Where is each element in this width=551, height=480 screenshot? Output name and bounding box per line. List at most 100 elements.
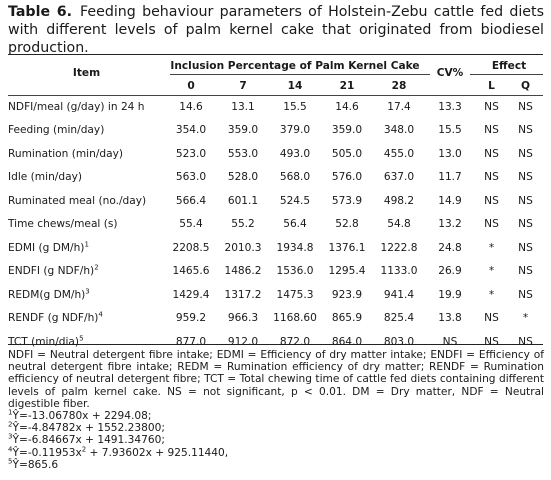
table-cell: NS (484, 335, 499, 348)
table-cell: NS (518, 194, 533, 207)
table-cell: 912.0 (227, 335, 259, 348)
row-label: TCT (min/dia)5 (8, 334, 84, 348)
table-cell: NS (442, 335, 458, 348)
table-cell: 11.7 (438, 171, 462, 184)
table-row: REDM(g DM/h)3 1429.4 1317.2 1475.3 923.9 941.… (8, 283, 543, 307)
table-cell: 528.0 (227, 171, 259, 184)
table-cell: 1475.3 (276, 288, 314, 301)
table-cell: 1429.4 (172, 288, 210, 301)
level-header: 0 (187, 79, 195, 92)
header-row-1: Item Inclusion Percentage of Palm Kernel… (8, 56, 543, 79)
table-cell: 15.5 (438, 124, 462, 137)
table-row: Rumination (min/day) 523.0 553.0 493.0 505.0… (8, 142, 543, 166)
table-cell: 505.0 (331, 147, 363, 160)
table-cell: NS (484, 124, 499, 137)
equation-1: 1Ŷ=-13.06780x + 2294.08; (8, 408, 152, 423)
table-cell: 17.4 (387, 100, 411, 113)
row-label: Rumination (min/day) (8, 147, 124, 160)
table-cell: 872.0 (279, 335, 311, 348)
effect-quadratic-header: Q (520, 79, 530, 92)
level-header: 7 (239, 79, 247, 92)
table-cell: 568.0 (279, 171, 311, 184)
table-cell: 2208.5 (172, 241, 210, 254)
table-cell: NS (484, 194, 499, 207)
cv-header: CV% (436, 67, 464, 79)
table-cell: NS (518, 335, 533, 348)
table-cell: 14.6 (179, 100, 203, 113)
table-cell: 803.0 (383, 335, 415, 348)
table-cell: 637.0 (383, 171, 415, 184)
effect-header: Effect (491, 60, 527, 72)
table-cell: 576.0 (331, 171, 363, 184)
table-cell: 1376.1 (328, 241, 366, 254)
table-body: NDFI/meal (g/day) in 24 h 14.6 13.1 15.5 14.… (8, 95, 543, 354)
level-header: 28 (391, 79, 407, 92)
table-cell: 1295.4 (328, 265, 366, 278)
table-row: ENDFI (g NDF/h)2 1465.6 1486.2 1536.0 1295.4… (8, 260, 543, 284)
bottom-rule (8, 344, 543, 345)
table-cell: 354.0 (175, 124, 207, 137)
row-label: ENDFI (g NDF/h)2 (8, 263, 99, 278)
table-cell: 2010.3 (224, 241, 262, 254)
table-cell: 601.1 (227, 194, 259, 207)
row-label: Feeding (min/day) (8, 124, 105, 137)
table-cell: 864.0 (331, 335, 363, 348)
row-label: Ruminated meal (no./day) (8, 194, 147, 207)
table-cell: 13.1 (231, 100, 255, 113)
table-label: Table 6. (8, 4, 73, 20)
abbreviations-note: NDFI = Neutral detergent fibre intake; E… (8, 349, 544, 410)
inclusion-underline (170, 74, 430, 75)
table-cell: 13.3 (438, 100, 462, 113)
equation-4: 4Ŷ=-0.11953x2 + 7.93602x + 925.11440, (8, 445, 229, 459)
table-caption: Table 6. Feeding behaviour parameters of … (8, 3, 544, 57)
table-cell: 15.5 (283, 100, 307, 113)
table-cell: 1222.8 (380, 241, 418, 254)
table-cell: 493.0 (279, 147, 311, 160)
table-cell: 14.6 (335, 100, 359, 113)
table-cell: NS (518, 171, 533, 184)
table-cell: 498.2 (383, 194, 415, 207)
table-row: RENDF (g NDF/h)4 959.2 966.3 1168.60 865.9 82… (8, 307, 543, 331)
row-label: NDFI/meal (g/day) in 24 h (8, 100, 145, 113)
feeding-behaviour-table: Item Inclusion Percentage of Palm Kernel… (8, 56, 543, 354)
table-cell: * (522, 312, 529, 325)
row-label: Idle (min/day) (8, 171, 82, 184)
level-header: 14 (287, 79, 303, 92)
row-label: Time chews/meal (s) (8, 218, 118, 231)
table-cell: * (488, 288, 495, 301)
table-row: Idle (min/day) 563.0 528.0 568.0 576.0 637.0 1… (8, 166, 543, 190)
equation-2: 2Ŷ=-4.84782x + 1552.23800; (8, 420, 165, 435)
table-cell: 359.0 (227, 124, 259, 137)
table-cell: 55.2 (231, 218, 255, 231)
table-cell: NS (484, 100, 499, 113)
table-row: Ruminated meal (no./day) 566.4 601.1 524.5 5… (8, 189, 543, 213)
table-cell: 1486.2 (224, 265, 262, 278)
table-cell: NS (518, 124, 533, 137)
table-cell: NS (484, 312, 499, 325)
top-rule (8, 54, 543, 55)
table-cell: 563.0 (175, 171, 207, 184)
table-cell: NS (518, 100, 533, 113)
table-cell: NS (518, 288, 533, 301)
row-label: EDMI (g DM/h)1 (8, 240, 89, 254)
table-cell: 1317.2 (224, 288, 262, 301)
table-cell: 966.3 (227, 312, 259, 325)
inclusion-header: Inclusion Percentage of Palm Kernel Cake (170, 60, 420, 72)
table-row: Time chews/meal (s) 55.4 55.2 56.4 52.8 54.8 1… (8, 213, 543, 237)
table-cell: 825.4 (383, 312, 415, 325)
table-cell: 455.0 (383, 147, 415, 160)
table-cell: 959.2 (175, 312, 207, 325)
table-cell: 941.4 (383, 288, 415, 301)
table-cell: NS (484, 171, 499, 184)
table-cell: 13.0 (438, 147, 462, 160)
table-cell: 56.4 (283, 218, 307, 231)
header-bottom-rule (8, 95, 543, 96)
table-notes: NDFI = Neutral detergent fibre intake; E… (8, 349, 544, 471)
table-cell: 1465.6 (172, 265, 210, 278)
table-cell: 14.9 (438, 194, 462, 207)
table-title: Feeding behaviour parameters of Holstein… (8, 4, 544, 56)
table-cell: * (488, 265, 495, 278)
table-cell: 566.4 (175, 194, 207, 207)
table-cell: 573.9 (331, 194, 363, 207)
